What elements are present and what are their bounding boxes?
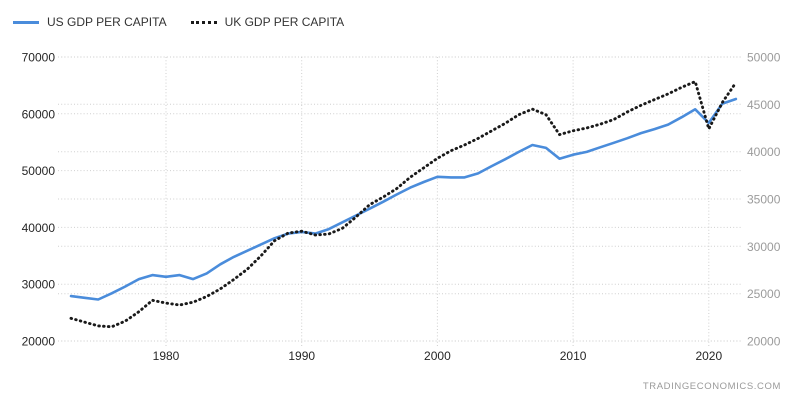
x-axis-tick-1980: 1980 <box>153 349 180 363</box>
y-axis-right-tick-20000: 20000 <box>747 335 781 349</box>
y-axis-right-tick-50000: 50000 <box>747 51 781 65</box>
us-line-swatch <box>13 20 39 24</box>
uk-gdp-per-capita-line <box>69 80 738 329</box>
uk-line-swatch <box>190 20 217 24</box>
y-axis-left-tick-60000: 60000 <box>22 107 56 121</box>
watermark: TRADINGECONOMICS.COM <box>642 381 781 392</box>
x-axis-tick-2010: 2010 <box>560 349 587 363</box>
legend-label-us-gdp: US GDP PER CAPITA <box>47 15 167 29</box>
x-axis-tick-1990: 1990 <box>288 349 315 363</box>
y-axis-right-tick-30000: 30000 <box>747 240 781 254</box>
legend-label-uk-gdp: UK GDP PER CAPITA <box>224 15 345 29</box>
x-axis-tick-2020: 2020 <box>695 349 722 363</box>
y-axis-left-tick-50000: 50000 <box>22 164 56 178</box>
us-gdp-per-capita-line <box>69 97 738 301</box>
y-axis-right-tick-35000: 35000 <box>747 193 781 207</box>
chart-legend: US GDP PER CAPITA UK GDP PER CAPITA <box>13 15 344 29</box>
y-axis-left-tick-20000: 20000 <box>22 335 56 349</box>
x-axis-tick-2000: 2000 <box>424 349 451 363</box>
y-axis-left-tick-30000: 30000 <box>22 278 56 292</box>
y-axis-right-tick-25000: 25000 <box>747 287 781 301</box>
y-axis-right-tick-45000: 45000 <box>747 98 781 112</box>
legend-item-us-gdp[interactable]: US GDP PER CAPITA <box>13 15 167 29</box>
legend-item-uk-gdp[interactable]: UK GDP PER CAPITA <box>190 15 345 29</box>
y-axis-left-tick-70000: 70000 <box>22 51 56 65</box>
y-axis-left-tick-40000: 40000 <box>22 221 56 235</box>
y-axis-right-tick-40000: 40000 <box>747 145 781 159</box>
